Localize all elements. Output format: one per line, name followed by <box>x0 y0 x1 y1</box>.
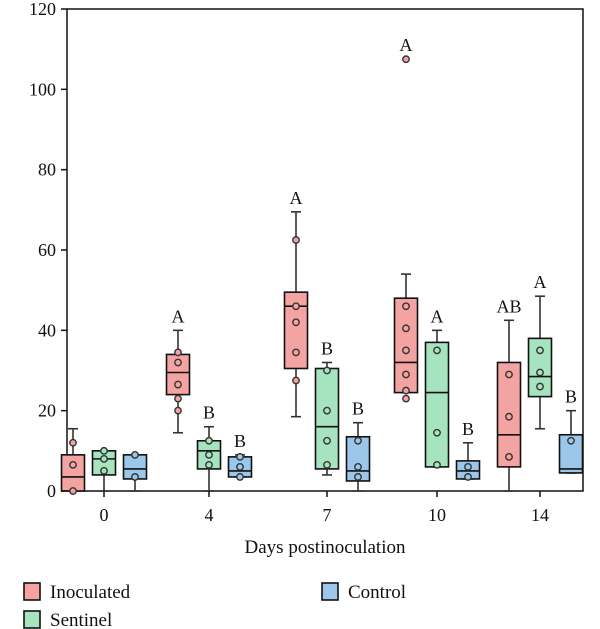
legend-swatch-control <box>321 582 339 601</box>
data-point <box>292 236 300 244</box>
significance-letter: B <box>462 419 474 439</box>
data-point <box>174 406 182 415</box>
significance-letter: A <box>431 306 444 326</box>
data-point <box>174 348 182 357</box>
data-point <box>100 454 108 463</box>
data-point <box>174 380 182 389</box>
data-point <box>69 438 77 447</box>
box <box>314 367 340 470</box>
y-tick-label: 80 <box>38 160 56 180</box>
data-point <box>292 376 300 385</box>
data-point <box>292 302 300 311</box>
box <box>558 433 584 474</box>
data-point <box>433 346 441 355</box>
legend-label-inoculated: Inoculated <box>50 582 131 603</box>
significance-letter: B <box>234 431 246 451</box>
data-point <box>131 473 139 481</box>
data-point <box>174 394 182 403</box>
data-point <box>323 406 331 415</box>
data-point <box>323 460 331 469</box>
data-point <box>505 412 513 421</box>
x-axis-title: Days postinoculation <box>245 537 406 558</box>
data-point <box>69 460 77 469</box>
data-point <box>323 436 331 445</box>
data-point <box>505 452 513 461</box>
y-tick-label: 120 <box>29 0 56 19</box>
data-point <box>402 302 410 311</box>
box <box>283 291 309 370</box>
data-point <box>536 382 544 391</box>
significance-letter: A <box>172 306 185 326</box>
data-point <box>236 473 244 481</box>
significance-letter: AB <box>496 296 521 316</box>
data-point <box>131 450 139 459</box>
y-tick-label: 0 <box>47 481 56 501</box>
significance-letter: A <box>290 188 303 208</box>
data-point <box>536 346 544 355</box>
y-axis: 0 20 40 60 80 100 120 <box>29 0 67 501</box>
significance-letter: A <box>400 35 413 55</box>
box <box>393 297 419 394</box>
legend-label-control: Control <box>348 582 406 603</box>
data-point <box>505 370 513 379</box>
data-point <box>433 460 441 469</box>
data-point <box>464 462 472 471</box>
x-axis: 0 4 7 10 14 <box>100 491 549 525</box>
significance-letter: B <box>203 403 215 423</box>
data-point <box>567 436 575 445</box>
data-point <box>536 368 544 377</box>
x-tick-label: 7 <box>323 505 332 525</box>
data-point <box>236 452 244 461</box>
legend-swatch-sentinel <box>23 610 41 629</box>
significance-letter: B <box>321 338 333 358</box>
data-point <box>100 467 108 475</box>
data-point <box>464 473 472 481</box>
y-tick-label: 40 <box>38 320 56 340</box>
y-tick-label: 60 <box>38 240 56 260</box>
significance-letter: A <box>534 272 547 292</box>
data-point <box>402 370 410 379</box>
legend-label-sentinel: Sentinel <box>50 610 112 629</box>
data-point <box>402 386 410 395</box>
data-point <box>323 366 331 375</box>
y-tick-label: 20 <box>38 401 56 421</box>
x-tick-label: 0 <box>100 505 109 525</box>
data-point <box>354 436 362 445</box>
data-point <box>292 318 300 327</box>
significance-letter: B <box>352 399 364 419</box>
data-point <box>205 460 213 469</box>
x-tick-label: 14 <box>531 505 549 525</box>
x-tick-label: 10 <box>428 505 446 525</box>
box <box>345 435 371 482</box>
data-point <box>205 450 213 459</box>
x-tick-label: 4 <box>205 505 214 525</box>
data-point <box>174 358 182 367</box>
legend: Inoculated Sentinel Control <box>23 582 406 629</box>
legend-swatch-inoculated <box>23 582 41 601</box>
data-point <box>402 394 410 403</box>
data-point <box>354 462 362 471</box>
data-point <box>236 462 244 471</box>
data-point <box>69 487 77 495</box>
data-point <box>433 428 441 437</box>
data-point <box>354 473 362 481</box>
box <box>60 454 86 492</box>
box <box>424 341 450 468</box>
box <box>527 337 553 398</box>
significance-letter: B <box>565 387 577 407</box>
data-point <box>100 446 108 455</box>
data-point <box>402 324 410 333</box>
data-point <box>292 348 300 357</box>
data-point <box>402 55 410 64</box>
data-point <box>205 436 213 445</box>
y-tick-label: 100 <box>29 79 56 99</box>
data-point <box>402 346 410 355</box>
